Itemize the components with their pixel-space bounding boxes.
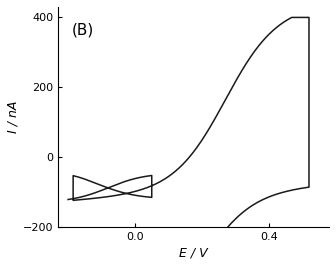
X-axis label: E / V: E / V <box>179 246 208 259</box>
Text: (B): (B) <box>72 22 94 37</box>
Y-axis label: I / nA: I / nA <box>7 101 20 133</box>
